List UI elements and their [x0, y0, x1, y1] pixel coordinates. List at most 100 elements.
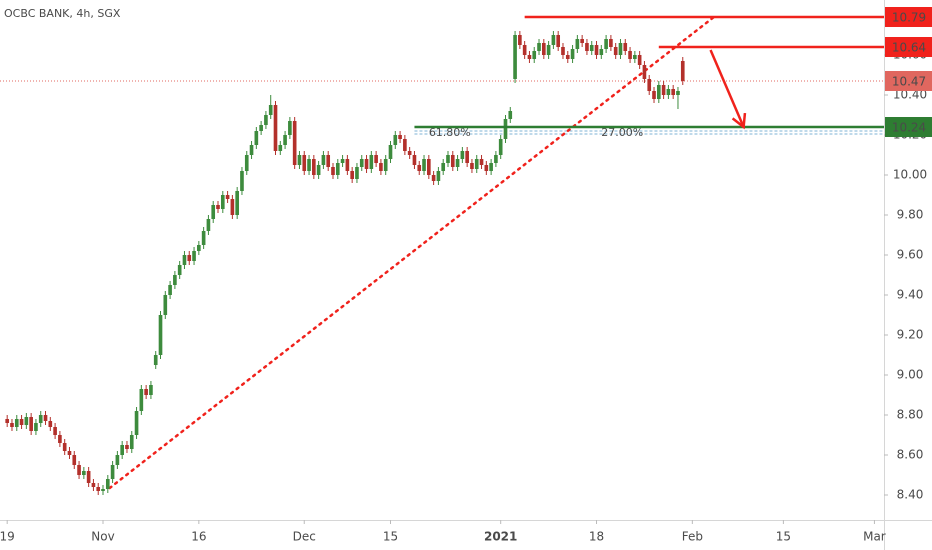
candle-body: [541, 43, 546, 55]
price-tag: [885, 37, 932, 57]
y-tick-label: 9.60: [897, 248, 924, 262]
candle-body: [656, 85, 661, 99]
candle-body: [254, 131, 259, 145]
candle-body: [316, 165, 321, 175]
candle-body: [335, 163, 340, 175]
candle-body: [427, 159, 431, 175]
candle-body: [422, 159, 426, 171]
candle-body: [623, 43, 628, 51]
x-tick-label: Nov: [91, 530, 114, 544]
candle-body: [91, 483, 96, 487]
candle-body: [383, 159, 388, 171]
y-tick-label: 9.20: [897, 328, 924, 342]
candle-body: [393, 135, 398, 145]
candle-body: [153, 355, 158, 365]
candle-body: [268, 105, 273, 115]
candle-body: [633, 55, 637, 59]
candle-body: [62, 443, 67, 451]
candle-body: [326, 155, 331, 167]
candle-body: [551, 35, 556, 45]
candle-body: [359, 159, 364, 167]
candle-body: [225, 195, 230, 199]
candle-body: [518, 35, 522, 45]
candle-body: [489, 163, 493, 171]
candle-body: [498, 139, 503, 155]
candle-body: [532, 51, 537, 59]
candle-body: [244, 155, 249, 171]
candle-body: [82, 471, 86, 475]
candle-body: [431, 175, 436, 181]
candle-body: [101, 489, 105, 491]
candle-body: [216, 205, 220, 209]
candle-body: [24, 417, 29, 425]
y-tick-label: 10.00: [893, 168, 927, 182]
candle-body: [355, 167, 359, 179]
candle-body: [642, 65, 647, 79]
candle-body: [546, 45, 551, 55]
arrow-shaft: [709, 49, 745, 128]
candle-body: [312, 159, 316, 175]
candle-body: [379, 163, 383, 171]
candle-body: [72, 455, 77, 465]
candle-body: [187, 255, 192, 261]
candle-body: [264, 115, 268, 125]
candle-body: [158, 315, 163, 355]
candle-body: [115, 455, 120, 465]
x-tick-label: Dec: [293, 530, 316, 544]
price-tag-label: 10.79: [892, 11, 926, 25]
candle-body: [129, 435, 134, 449]
candle-body: [676, 91, 680, 95]
candle-body: [235, 191, 239, 215]
candle-body: [283, 135, 287, 145]
candle-body: [259, 125, 263, 131]
candle-body: [618, 43, 623, 55]
candle-body: [417, 165, 422, 171]
candle-body: [575, 39, 580, 49]
candle-body: [96, 487, 101, 491]
candle-body: [446, 155, 450, 163]
candle-body: [177, 265, 182, 275]
candle-body: [613, 47, 618, 55]
candle-body: [556, 35, 561, 47]
price-tag-label: 10.24: [892, 121, 926, 135]
candle-body: [67, 451, 72, 455]
candle-body: [350, 171, 354, 179]
fib-label: 61.80%: [429, 126, 471, 139]
price-tag: [885, 71, 932, 91]
arrow-head: [731, 112, 747, 130]
candle-body: [149, 385, 153, 395]
candle-body: [173, 275, 177, 285]
x-tick-label: 15: [383, 530, 398, 544]
candle-body: [364, 159, 369, 169]
candle-body: [34, 423, 38, 431]
candle-body: [527, 55, 532, 59]
candle-body: [201, 231, 206, 245]
candle-body: [407, 151, 412, 155]
candle-body: [163, 295, 168, 315]
price-tag-label: 10.47: [892, 75, 926, 89]
candle-body: [10, 423, 14, 427]
candle-body: [666, 89, 671, 95]
candle-body: [637, 55, 642, 65]
candle-body: [484, 165, 489, 171]
candle-body: [479, 159, 484, 165]
candle-body: [594, 45, 599, 55]
candle-body: [580, 39, 584, 43]
candle-body: [585, 43, 589, 51]
candle-body: [77, 465, 81, 475]
candle-body: [474, 159, 479, 169]
y-tick-label: 8.40: [897, 488, 924, 502]
x-tick-label: 16: [191, 530, 206, 544]
candle-body: [565, 55, 570, 59]
x-tick-label: 19: [0, 530, 15, 544]
candle-body: [388, 145, 393, 159]
candle-body: [369, 155, 374, 169]
fib-label: 27.00%: [601, 126, 643, 139]
candle-body: [192, 251, 196, 261]
candle-body: [599, 49, 604, 55]
y-tick-label: 8.80: [897, 408, 924, 422]
candle-body: [465, 151, 469, 163]
x-tick-label: 2021: [484, 530, 517, 544]
